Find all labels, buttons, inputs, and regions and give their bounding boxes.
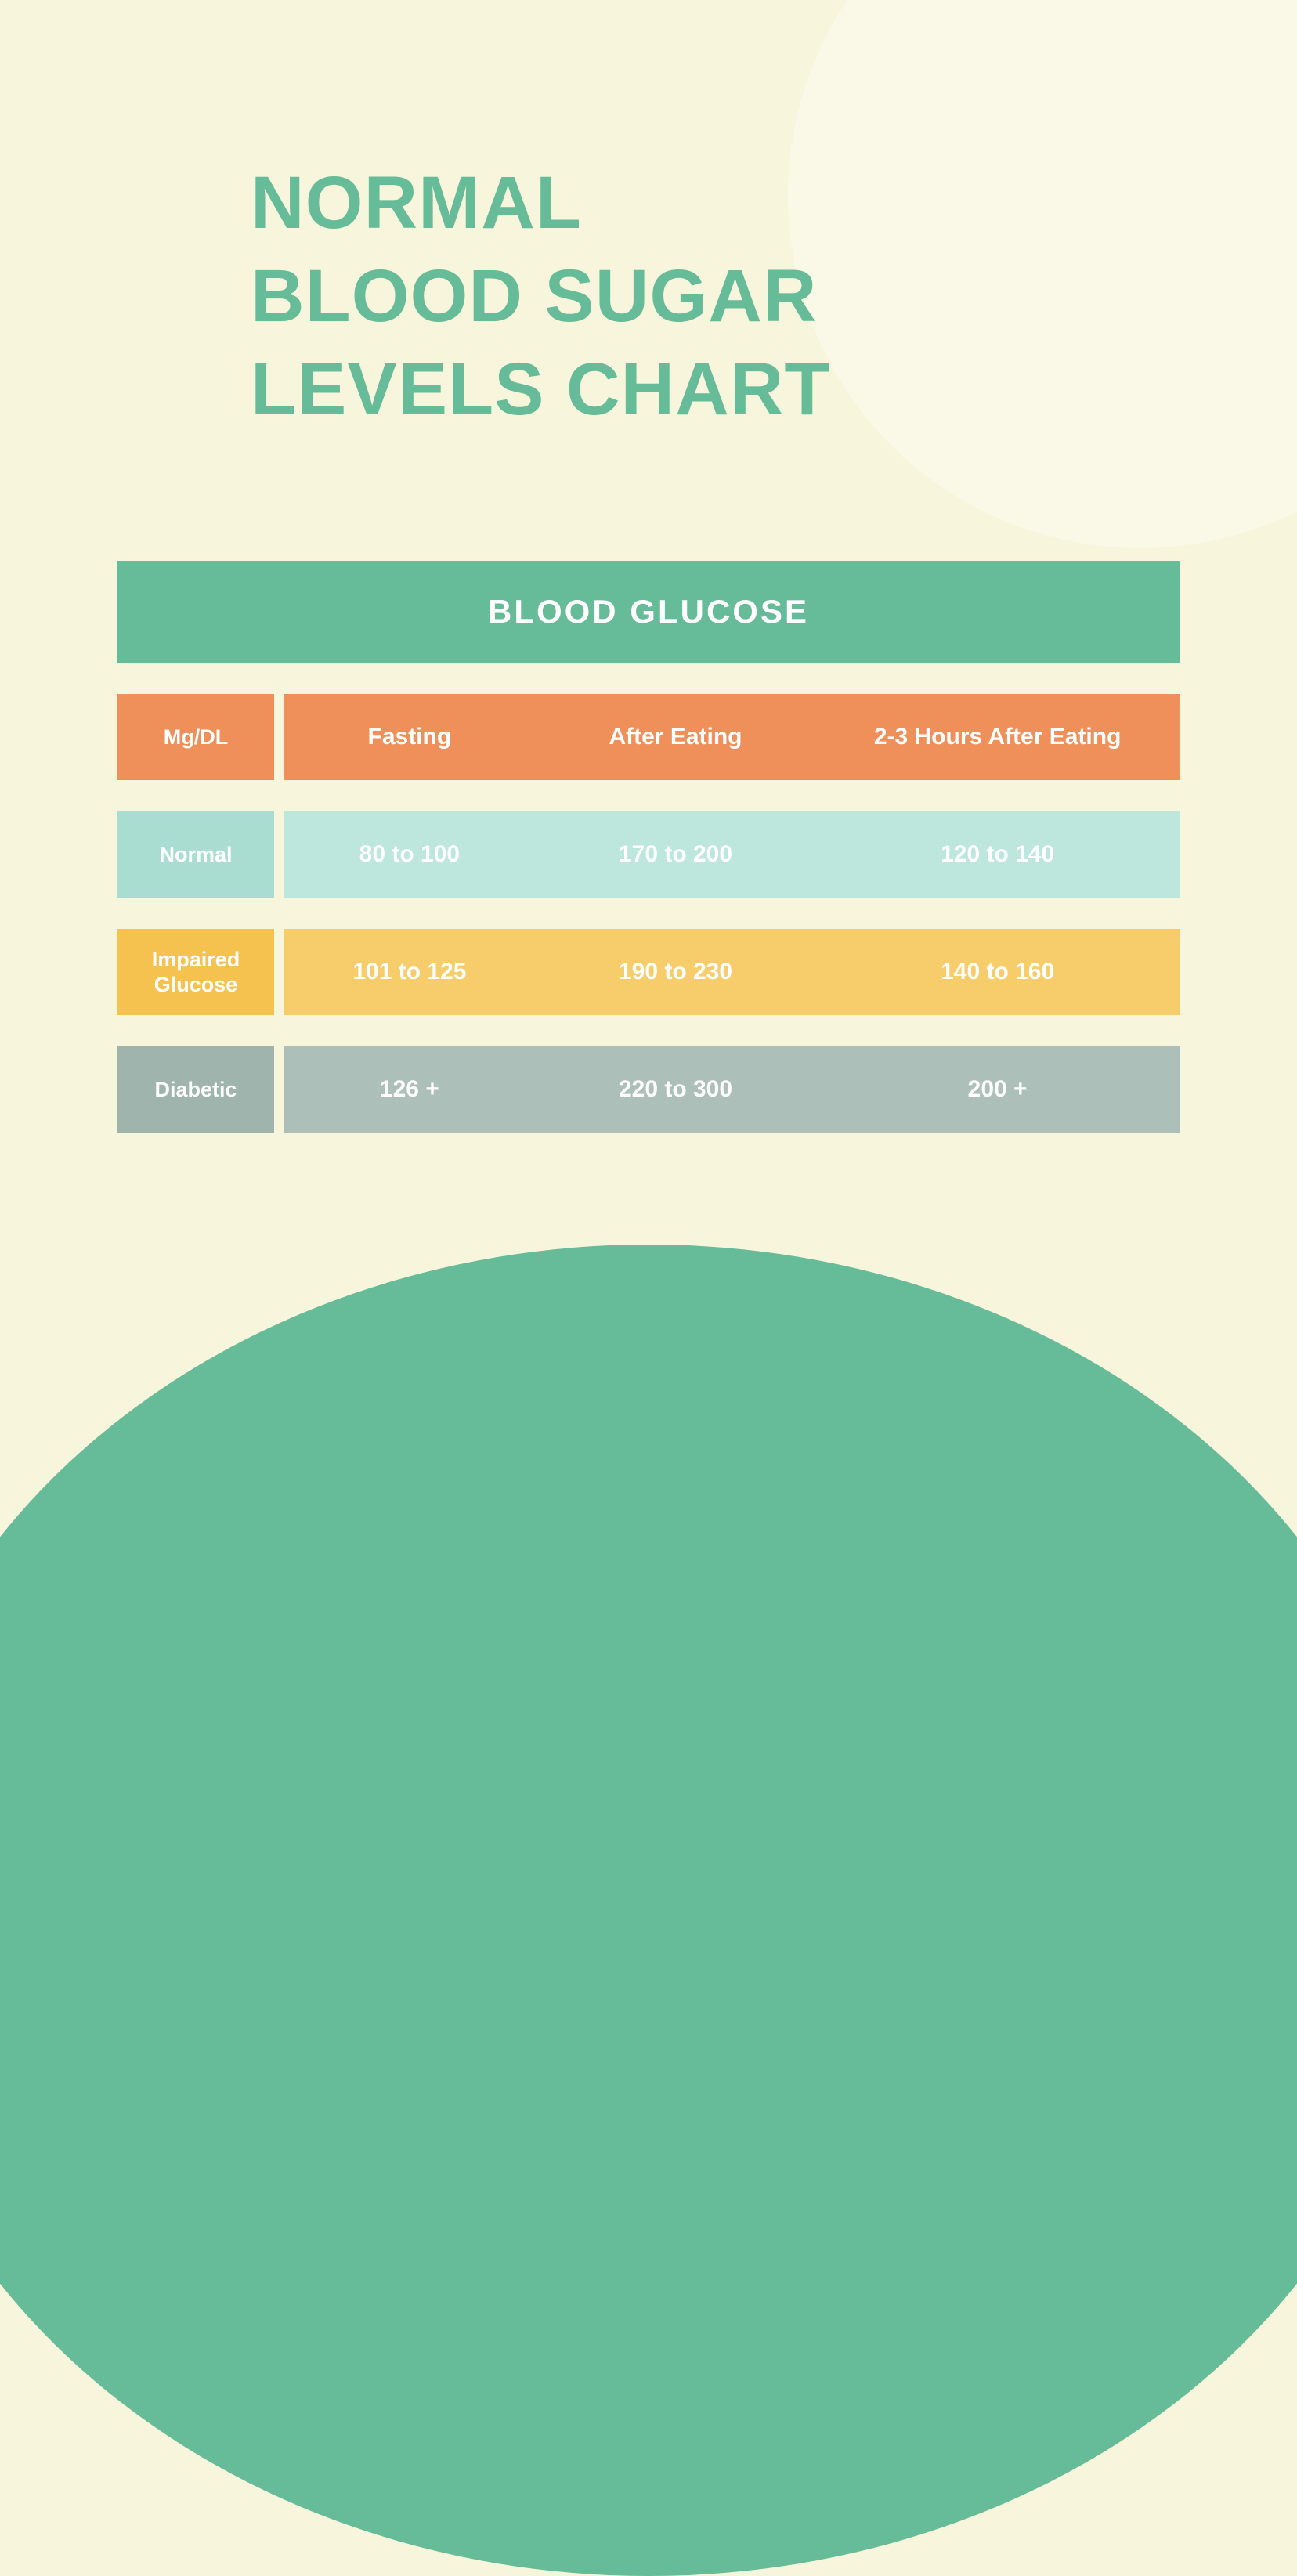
column-header-after-eating: After Eating — [536, 694, 816, 780]
row-body-impaired: 101 to 125 190 to 230 140 to 160 — [284, 929, 1180, 1015]
table-title-bar: BLOOD GLUCOSE — [117, 561, 1180, 663]
page: NORMAL BLOOD SUGAR LEVELS CHART BLOOD GL… — [0, 0, 1297, 1832]
cell-diabetic-fasting: 126 + — [284, 1046, 536, 1133]
cell-impaired-after-eating: 190 to 230 — [536, 929, 816, 1015]
row-body-diabetic: 126 + 220 to 300 200 + — [284, 1046, 1180, 1133]
page-title: NORMAL BLOOD SUGAR LEVELS CHART — [251, 157, 1180, 435]
table-row-impaired: Impaired Glucose 101 to 125 190 to 230 1… — [117, 929, 1180, 1015]
cell-normal-after-eating: 170 to 200 — [536, 811, 816, 898]
cell-impaired-2-3-hours: 140 to 160 — [815, 929, 1180, 1015]
row-label-impaired: Impaired Glucose — [117, 929, 274, 1015]
row-label-diabetic: Diabetic — [117, 1046, 274, 1133]
column-header-2-3-hours: 2-3 Hours After Eating — [815, 694, 1180, 780]
cell-normal-2-3-hours: 120 to 140 — [815, 811, 1180, 898]
column-header-fasting: Fasting — [284, 694, 536, 780]
column-header-unit: Mg/DL — [117, 694, 274, 780]
table-row-diabetic: Diabetic 126 + 220 to 300 200 + — [117, 1046, 1180, 1133]
cell-normal-fasting: 80 to 100 — [284, 811, 536, 898]
cell-impaired-fasting: 101 to 125 — [284, 929, 536, 1015]
background-blob-bottom — [0, 1245, 1297, 2576]
row-body-normal: 80 to 100 170 to 200 120 to 140 — [284, 811, 1180, 898]
cell-diabetic-2-3-hours: 200 + — [815, 1046, 1180, 1133]
table-header-row: Mg/DL Fasting After Eating 2-3 Hours Aft… — [117, 694, 1180, 780]
column-headers-body: Fasting After Eating 2-3 Hours After Eat… — [284, 694, 1180, 780]
table-row-normal: Normal 80 to 100 170 to 200 120 to 140 — [117, 811, 1180, 898]
blood-glucose-table: BLOOD GLUCOSE Mg/DL Fasting After Eating… — [117, 561, 1180, 1133]
row-label-normal: Normal — [117, 811, 274, 898]
cell-diabetic-after-eating: 220 to 300 — [536, 1046, 816, 1133]
